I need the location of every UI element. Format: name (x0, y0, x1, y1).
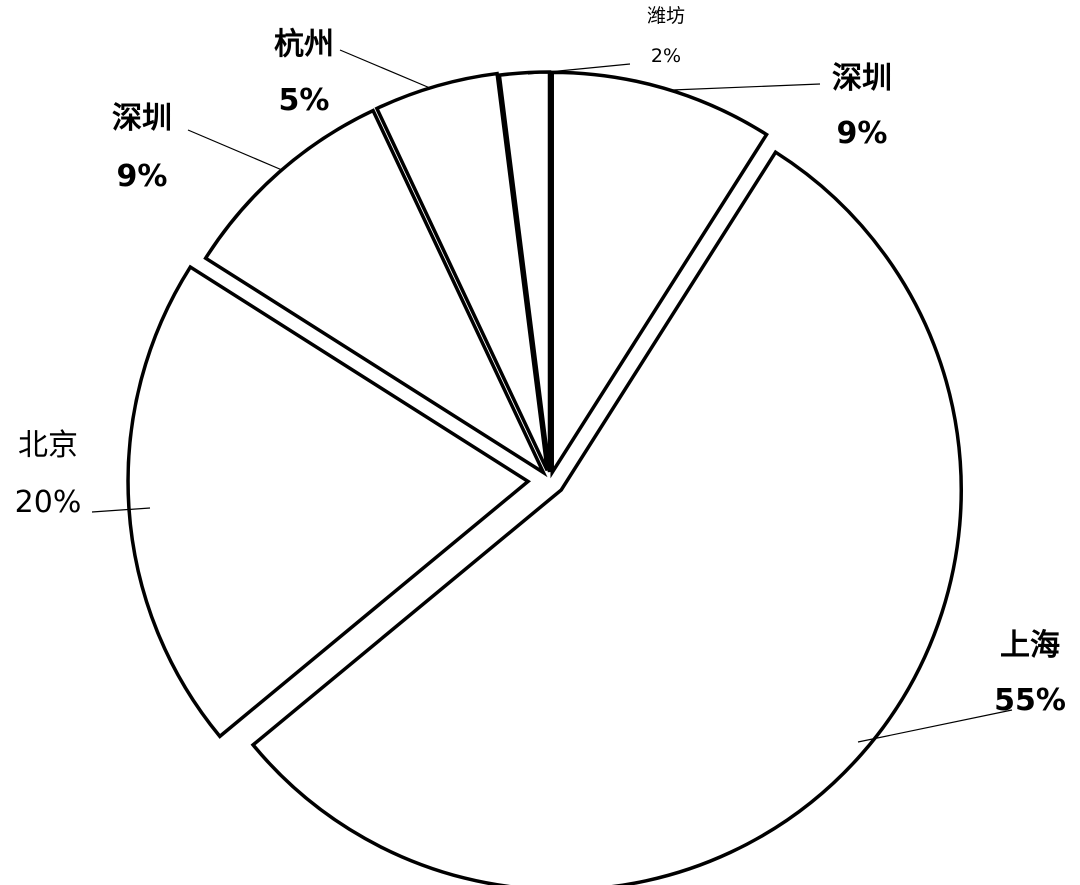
leader-line-4 (339, 49, 431, 89)
slice-labels: 深圳 9% 上海 55% 北京 20% 深圳 9% 杭州 5% 潍坊 2% (15, 5, 1066, 718)
slice-label-5: 潍坊 (647, 5, 685, 27)
pie-slices (126, 70, 963, 885)
leader-line-5 (527, 63, 631, 75)
slice-label-2: 北京 (18, 428, 78, 463)
slice-percent-0: 9% (837, 116, 888, 151)
slice-label-4: 杭州 (274, 27, 334, 62)
slice-label-3: 深圳 (112, 101, 172, 136)
slice-label-1: 上海 (1000, 628, 1060, 663)
pie-slice-4 (374, 71, 549, 472)
slice-percent-5: 2% (651, 45, 681, 67)
slice-percent-3: 9% (117, 159, 168, 194)
leader-lines (91, 49, 1013, 743)
pie-slice-3 (203, 108, 548, 478)
leader-line-3 (187, 129, 283, 171)
slice-percent-1: 55% (994, 683, 1066, 718)
leader-line-1 (857, 709, 1013, 743)
slice-percent-4: 5% (279, 83, 330, 118)
leader-line-2 (91, 507, 151, 513)
pie-slice-2 (126, 264, 532, 739)
leader-line-0 (671, 83, 821, 91)
pie-slice-1 (250, 149, 963, 885)
pie-slice-0 (550, 70, 769, 479)
slice-percent-2: 20% (15, 485, 82, 520)
slice-label-0: 深圳 (832, 61, 892, 96)
